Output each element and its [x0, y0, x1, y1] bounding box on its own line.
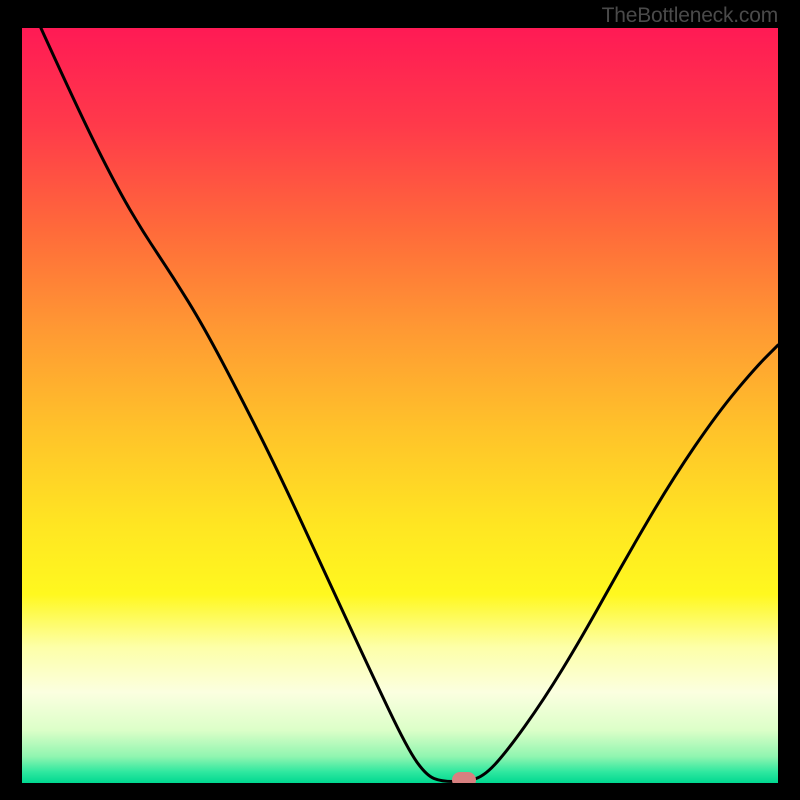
optimum-marker — [452, 772, 476, 783]
chart-container: TheBottleneck.com — [0, 0, 800, 800]
plot-area — [22, 28, 778, 783]
watermark-text: TheBottleneck.com — [602, 4, 778, 28]
bottleneck-curve — [22, 28, 778, 783]
